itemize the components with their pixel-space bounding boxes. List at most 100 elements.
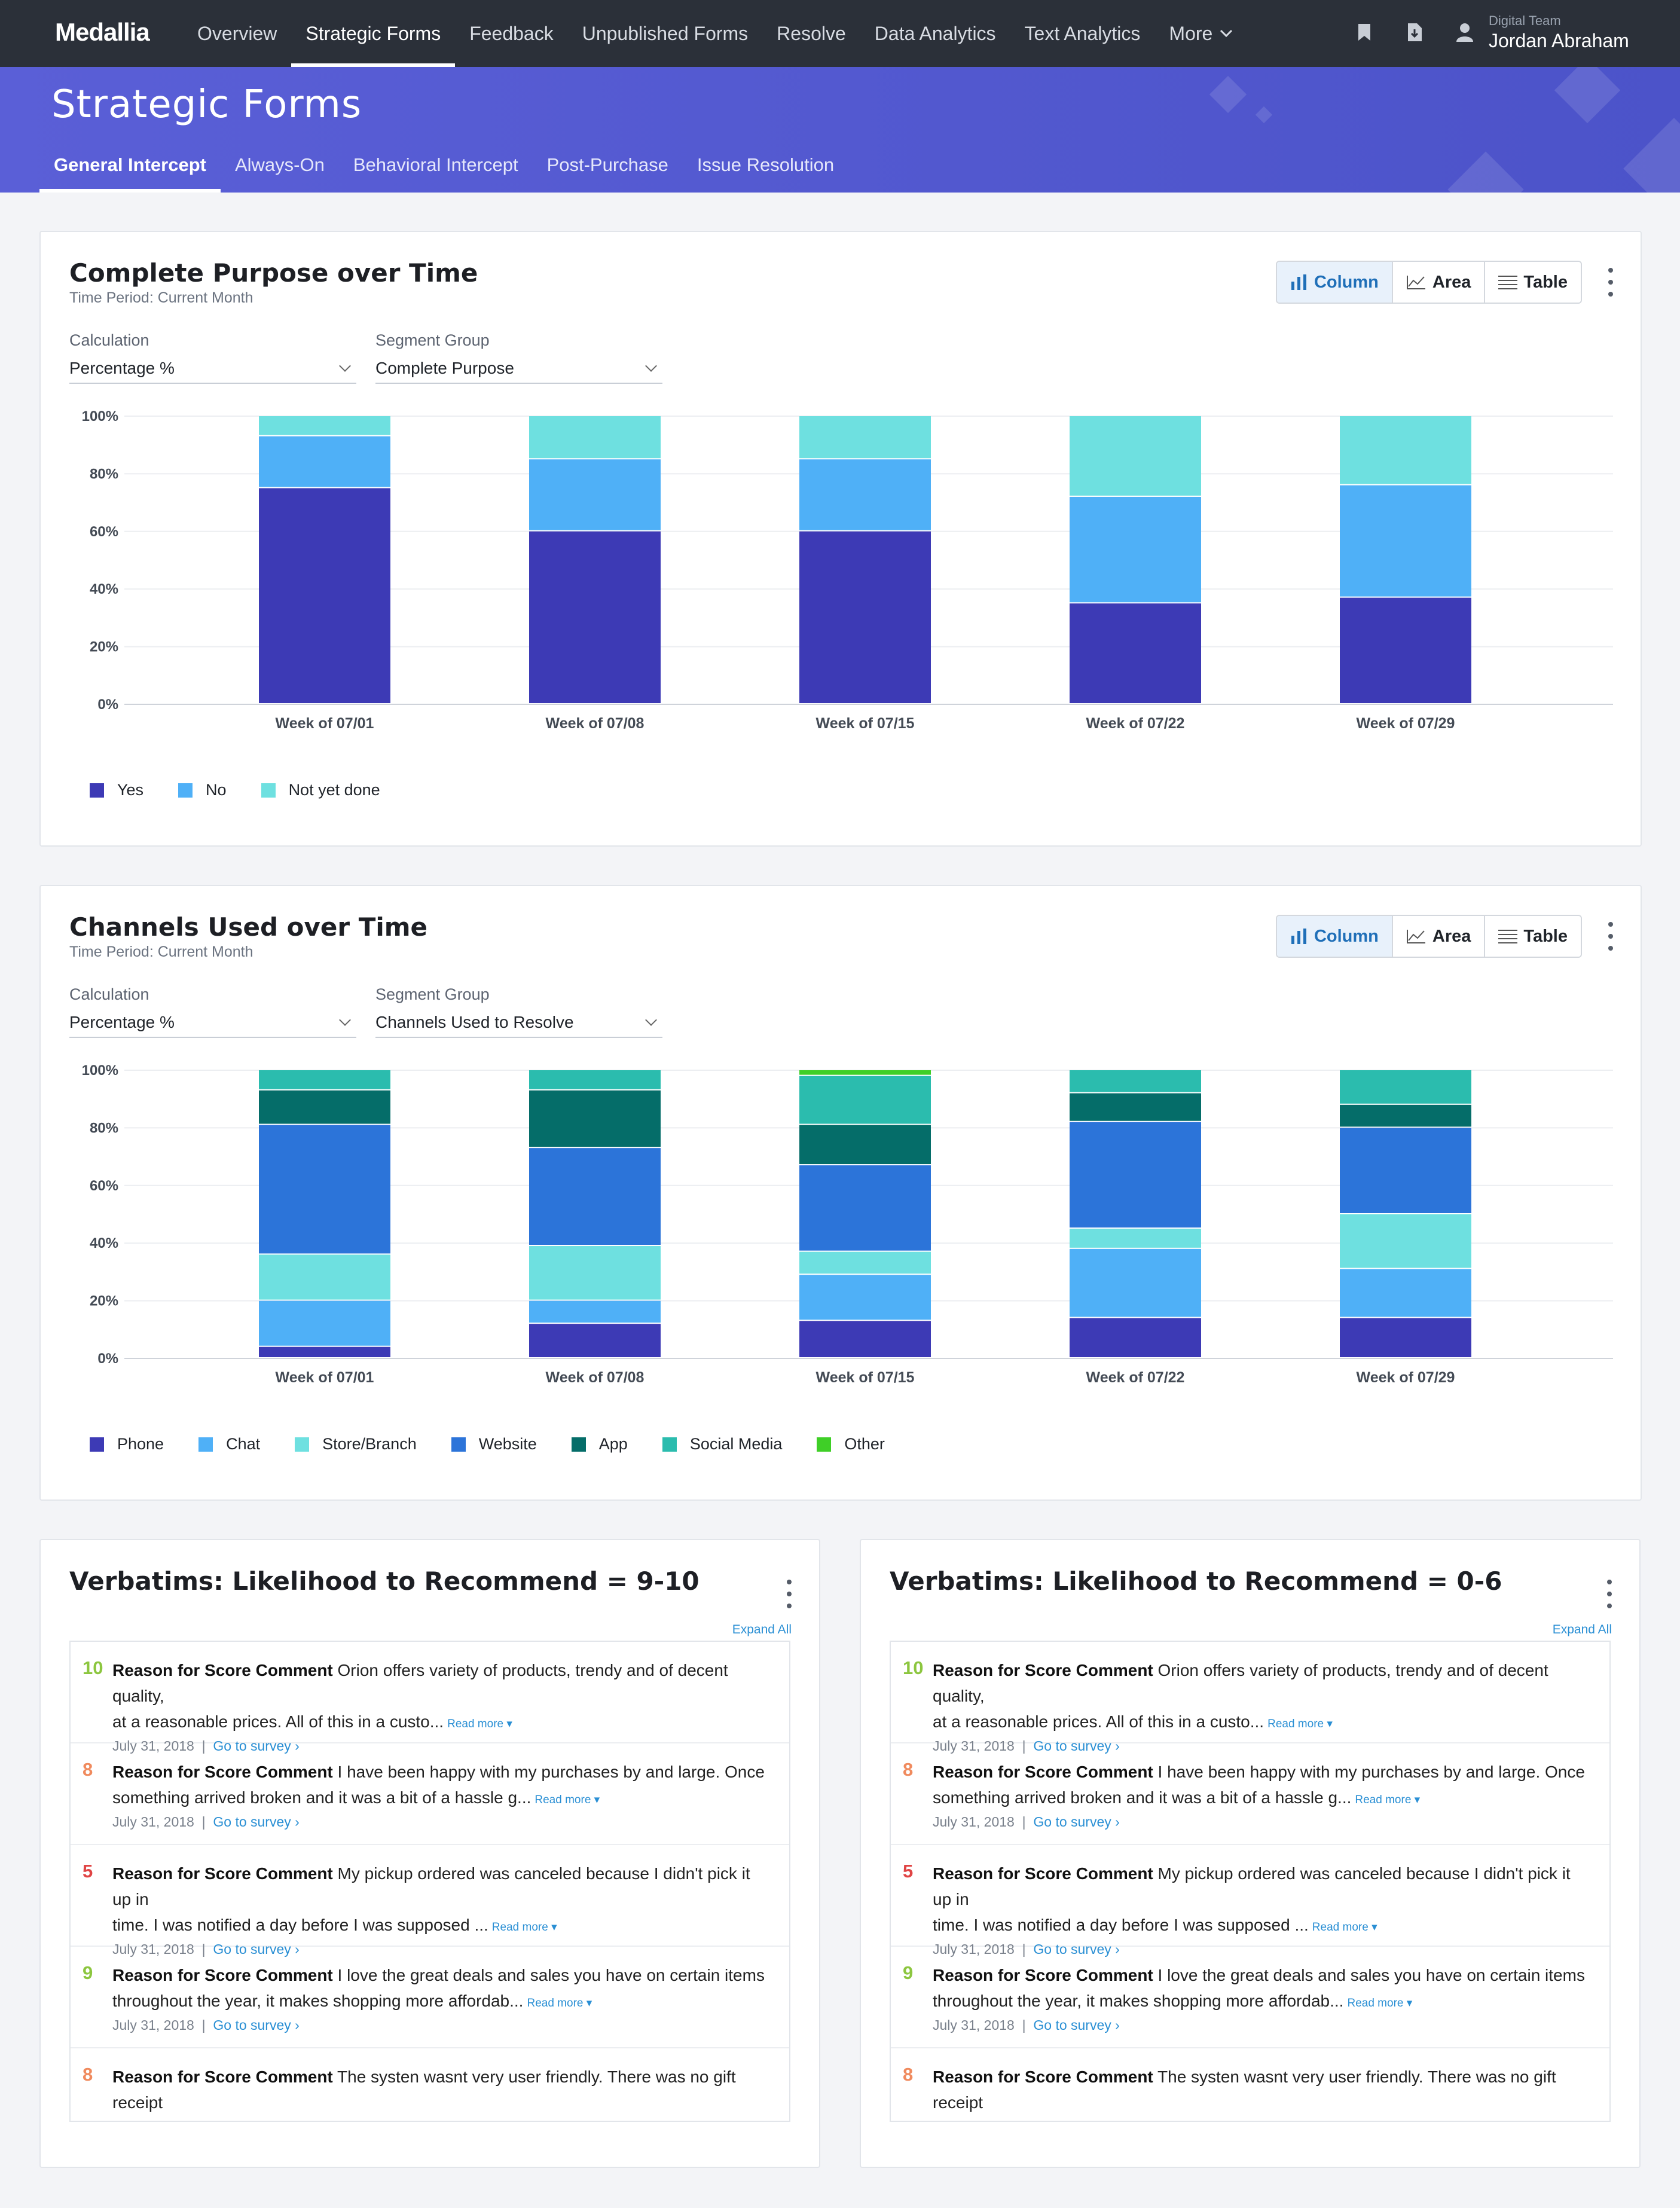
bar-segment[interactable] — [799, 1076, 931, 1124]
legend-item[interactable]: No — [178, 781, 227, 799]
verbatim-item[interactable]: 9 Reason for Score Comment I love the gre… — [71, 1947, 789, 2048]
table-view-button[interactable]: Table — [1484, 262, 1581, 303]
legend-item[interactable]: Store/Branch — [295, 1435, 417, 1453]
download-icon[interactable] — [1403, 20, 1427, 44]
expand-all-link[interactable]: Expand All — [1552, 1623, 1612, 1636]
nav-item-overview[interactable]: Overview — [197, 22, 277, 44]
bar-segment[interactable] — [1340, 1104, 1471, 1127]
nav-item-text-analytics[interactable]: Text Analytics — [1024, 22, 1141, 44]
bar-segment[interactable] — [529, 1300, 661, 1323]
bar-segment[interactable] — [529, 1324, 661, 1357]
bar-segment[interactable] — [799, 1125, 931, 1165]
legend-item[interactable]: Phone — [90, 1435, 164, 1453]
card-menu-icon[interactable] — [1605, 922, 1617, 951]
bar-segment[interactable] — [259, 1090, 390, 1124]
bar-segment[interactable] — [1340, 485, 1471, 597]
bar-segment[interactable] — [799, 459, 931, 530]
bar-segment[interactable] — [799, 1165, 931, 1251]
go-to-survey-link[interactable]: Go to survey › — [213, 1941, 300, 1957]
legend-item[interactable]: Chat — [198, 1435, 260, 1453]
bar-segment[interactable] — [1340, 1128, 1471, 1213]
bar-segment[interactable] — [529, 1148, 661, 1245]
bar-segment[interactable] — [1070, 416, 1201, 496]
bar-segment[interactable] — [529, 1246, 661, 1300]
bar-segment[interactable] — [259, 1346, 390, 1357]
bar-segment[interactable] — [1070, 1248, 1201, 1317]
user-icon[interactable] — [1453, 20, 1477, 44]
bar-segment[interactable] — [529, 531, 661, 703]
read-more-link[interactable]: Read more ▾ — [447, 1718, 512, 1730]
bar-segment[interactable] — [799, 1321, 931, 1357]
bar-segment[interactable] — [799, 1070, 931, 1075]
bar-segment[interactable] — [529, 459, 661, 530]
tab-general-intercept[interactable]: General Intercept — [39, 138, 221, 193]
read-more-link[interactable]: Read more ▾ — [1347, 1997, 1412, 2010]
brand-logo[interactable]: Medallia — [55, 18, 150, 46]
segment-group-select[interactable]: Complete Purpose — [375, 354, 662, 384]
bar-segment[interactable] — [529, 1090, 661, 1147]
verbatim-item[interactable]: 5 Reason for Score Comment My pickup orde… — [71, 1845, 789, 1957]
column-view-button[interactable]: Column — [1276, 916, 1392, 957]
tab-behavioral-intercept[interactable]: Behavioral Intercept — [353, 154, 518, 175]
legend-item[interactable]: App — [571, 1435, 628, 1453]
verbatim-item[interactable]: 10 Reason for Score Comment Orion offers … — [891, 1642, 1609, 1754]
bar-segment[interactable] — [1340, 1269, 1471, 1317]
bar-segment[interactable] — [1340, 1318, 1471, 1357]
nav-item-resolve[interactable]: Resolve — [777, 22, 846, 44]
bar-segment[interactable] — [529, 416, 661, 459]
card-menu-icon[interactable] — [1603, 1580, 1615, 1608]
bar-segment[interactable] — [1070, 496, 1201, 603]
bar-segment[interactable] — [259, 1254, 390, 1300]
go-to-survey-link[interactable]: Go to survey › — [1033, 1738, 1120, 1754]
bar-segment[interactable] — [259, 1070, 390, 1089]
bar-segment[interactable] — [259, 1125, 390, 1254]
legend-item[interactable]: Yes — [90, 781, 143, 799]
segment-group-select[interactable]: Channels Used to Resolve — [375, 1008, 662, 1038]
bar-segment[interactable] — [1340, 1070, 1471, 1104]
bar-segment[interactable] — [259, 1300, 390, 1346]
bar-segment[interactable] — [799, 416, 931, 459]
calculation-select[interactable]: Percentage % — [69, 354, 356, 384]
go-to-survey-link[interactable]: Go to survey › — [213, 1738, 300, 1754]
verbatim-item[interactable]: 8 Reason for Score Comment I have been ha… — [891, 1743, 1609, 1845]
bookmark-icon[interactable] — [1352, 20, 1376, 44]
bar-segment[interactable] — [1070, 1122, 1201, 1228]
legend-item[interactable]: Social Media — [662, 1435, 782, 1453]
bar-segment[interactable] — [1070, 1070, 1201, 1092]
bar-segment[interactable] — [259, 416, 390, 435]
area-view-button[interactable]: Area — [1391, 916, 1484, 957]
bar-segment[interactable] — [1340, 416, 1471, 484]
legend-item[interactable]: Other — [817, 1435, 885, 1453]
verbatim-item[interactable]: 9 Reason for Score Comment I love the gre… — [891, 1947, 1609, 2048]
bar-segment[interactable] — [799, 1275, 931, 1320]
go-to-survey-link[interactable]: Go to survey › — [1033, 2017, 1120, 2033]
tab-always-on[interactable]: Always-On — [234, 154, 325, 175]
verbatim-item[interactable]: 5 Reason for Score Comment My pickup orde… — [891, 1845, 1609, 1957]
legend-item[interactable]: Website — [451, 1435, 537, 1453]
nav-item-unpublished-forms[interactable]: Unpublished Forms — [582, 22, 749, 44]
go-to-survey-link[interactable]: Go to survey › — [213, 2017, 300, 2033]
nav-item-data-analytics[interactable]: Data Analytics — [874, 22, 996, 44]
bar-segment[interactable] — [799, 1251, 931, 1274]
read-more-link[interactable]: Read more ▾ — [527, 1997, 592, 2010]
nav-item-strategic-forms[interactable]: Strategic Forms — [291, 0, 456, 67]
expand-all-link[interactable]: Expand All — [732, 1623, 792, 1636]
area-view-button[interactable]: Area — [1391, 262, 1484, 303]
bar-segment[interactable] — [529, 1070, 661, 1089]
go-to-survey-link[interactable]: Go to survey › — [1033, 1814, 1120, 1830]
nav-item-feedback[interactable]: Feedback — [469, 22, 554, 44]
read-more-link[interactable]: Read more ▾ — [534, 1794, 600, 1806]
tab-post-purchase[interactable]: Post-Purchase — [546, 154, 668, 175]
verbatim-item[interactable]: 8 Reason for Score Comment The systen was… — [71, 2048, 789, 2121]
verbatim-list[interactable]: 10 Reason for Score Comment Orion offers … — [890, 1641, 1611, 2122]
user-menu[interactable]: Digital Team Jordan Abraham — [1489, 13, 1629, 52]
go-to-survey-link[interactable]: Go to survey › — [1033, 1941, 1120, 1957]
read-more-link[interactable]: Read more ▾ — [492, 1921, 557, 1934]
read-more-link[interactable]: Read more ▾ — [1355, 1794, 1420, 1806]
verbatim-item[interactable]: 8 Reason for Score Comment The systen was… — [891, 2048, 1609, 2121]
bar-segment[interactable] — [799, 531, 931, 703]
bar-segment[interactable] — [259, 436, 390, 487]
bar-segment[interactable] — [1340, 1214, 1471, 1268]
calculation-select[interactable]: Percentage % — [69, 1008, 356, 1038]
nav-item-more[interactable]: More — [1154, 0, 1247, 67]
